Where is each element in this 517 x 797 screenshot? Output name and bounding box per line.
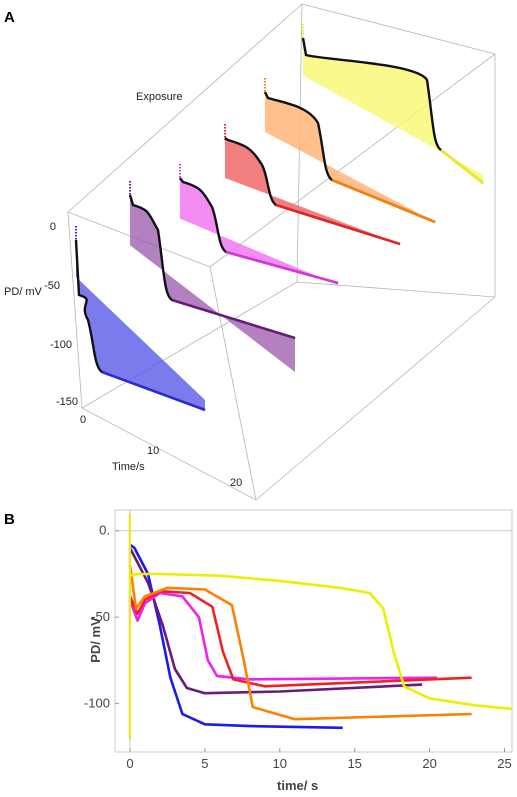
3d-box bbox=[67, 3, 496, 501]
box-edge bbox=[209, 266, 257, 501]
trace-fill bbox=[225, 138, 400, 244]
trace-line bbox=[128, 194, 296, 340]
trace-line bbox=[224, 137, 401, 246]
plot-frame bbox=[114, 509, 513, 753]
trace-tail bbox=[101, 370, 206, 412]
z-ticks: 0 -50 -100 -150 bbox=[44, 221, 78, 408]
series-line bbox=[129, 572, 513, 711]
trace-tail bbox=[275, 203, 401, 246]
y-tick-label: 0. bbox=[99, 523, 110, 538]
box-edge bbox=[209, 53, 496, 268]
exposure-label: Exposure bbox=[136, 91, 182, 103]
box-edge bbox=[81, 407, 257, 501]
box-edge bbox=[67, 3, 303, 213]
trace-tail bbox=[171, 298, 296, 340]
trace-line bbox=[74, 239, 206, 412]
y-tick-label: -100 bbox=[84, 696, 110, 711]
trace-fill bbox=[180, 178, 338, 285]
panel-b-letter: B bbox=[4, 511, 15, 528]
plot-series bbox=[128, 513, 513, 739]
box-edge bbox=[255, 296, 496, 501]
series-line bbox=[129, 543, 343, 730]
x-axis-label: Time/s bbox=[112, 461, 145, 473]
x-tick-label: 20 bbox=[230, 477, 242, 489]
trace-line bbox=[301, 37, 484, 184]
plot-ticks: 0 5 10 15 20 25 0. -50 -100 bbox=[84, 523, 512, 771]
y-axis-label: PD/ mV bbox=[88, 617, 103, 663]
x-tick-label: 20 bbox=[422, 756, 436, 771]
trace-fill bbox=[76, 240, 205, 410]
x-tick-label: 25 bbox=[497, 756, 511, 771]
series-line bbox=[128, 547, 423, 695]
trace-line bbox=[179, 177, 339, 285]
y-tick-label: -50 bbox=[91, 609, 110, 624]
trace-tail bbox=[225, 250, 339, 285]
trace-fill bbox=[130, 195, 295, 372]
panel-a-letter: A bbox=[4, 9, 15, 26]
z-tick-label: -50 bbox=[44, 280, 60, 292]
box-edge bbox=[67, 211, 83, 409]
x-tick-label: 15 bbox=[347, 756, 361, 771]
box-edge bbox=[301, 3, 496, 55]
series-line bbox=[128, 565, 472, 721]
trace-tail bbox=[440, 149, 484, 184]
x-axis-label: time/ s bbox=[277, 778, 318, 793]
z-tick-label: -100 bbox=[50, 339, 72, 351]
3d-traces bbox=[74, 24, 484, 412]
series-line bbox=[128, 589, 472, 688]
x-tick-label: 10 bbox=[147, 445, 159, 457]
panel-b: B 0 5 10 15 20 25 0. -50 -100 time/ s PD/ mV bbox=[4, 509, 513, 793]
trace-tail bbox=[331, 178, 436, 224]
box-edge bbox=[296, 281, 496, 298]
trace-fill bbox=[265, 92, 435, 222]
trace-line bbox=[263, 91, 436, 224]
x-tick-label: 0 bbox=[126, 756, 133, 771]
z-tick-label: -150 bbox=[56, 396, 78, 408]
z-axis-label: PD/ mV bbox=[4, 286, 43, 298]
x-ticks: 0 10 20 bbox=[80, 414, 242, 489]
x-tick-label: 10 bbox=[273, 756, 287, 771]
box-edge bbox=[81, 281, 298, 409]
x-tick-label: 0 bbox=[80, 414, 86, 426]
panel-a: A 0 -50 -100 -150 0 10 20 PD/ mV Time/s … bbox=[4, 3, 496, 501]
z-tick-label: 0 bbox=[50, 221, 56, 233]
x-tick-label: 5 bbox=[201, 756, 208, 771]
